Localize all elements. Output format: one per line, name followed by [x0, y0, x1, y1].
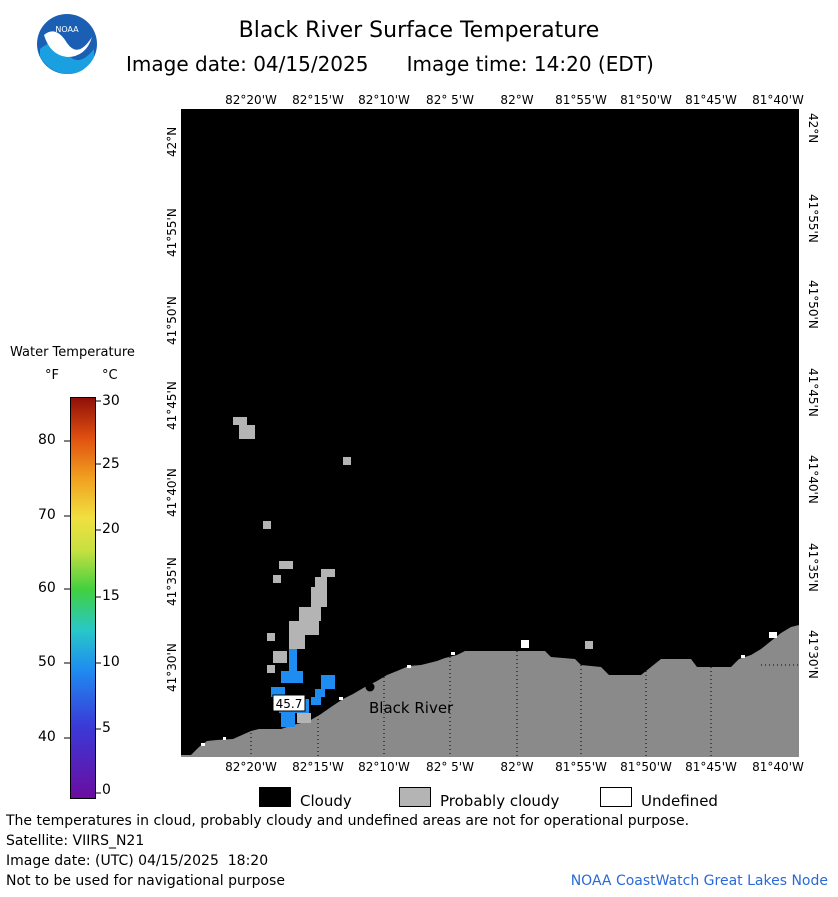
lat-label-right: 41°35'N — [806, 543, 820, 592]
lon-label-bottom: 82°20'W — [225, 760, 277, 774]
land-area — [181, 625, 799, 757]
noaa-logo-icon: NOAA — [36, 13, 98, 75]
lat-label-right: 41°55'N — [806, 194, 820, 243]
place-label: Black River — [369, 699, 454, 717]
colorbar-ticks — [64, 397, 70, 797]
lon-label-top: 81°55'W — [555, 93, 607, 107]
lat-label-right: 41°40'N — [806, 455, 820, 504]
colorbar-title: Water Temperature — [10, 345, 135, 360]
lon-label-top: 81°45'W — [685, 93, 737, 107]
lat-label-left: 41°50'N — [165, 296, 179, 345]
colorbar-unit-c: °C — [102, 368, 118, 383]
lon-label-top: 82°W — [500, 93, 534, 107]
footer-nav-warning: Not to be used for navigational purpose — [6, 873, 285, 889]
lon-label-bottom: 82° 5'W — [426, 760, 474, 774]
temp-readout: 45.7 — [276, 697, 303, 711]
footer-utc-date: Image date: (UTC) 04/15/2025 18:20 — [6, 853, 269, 869]
lon-label-top: 82°15'W — [292, 93, 344, 107]
colorbar — [70, 397, 96, 799]
colorbar-f-tick: 70 — [38, 507, 56, 523]
lat-label-left: 41°40'N — [165, 468, 179, 517]
lat-label-right: 41°45'N — [806, 368, 820, 417]
lon-label-bottom: 81°55'W — [555, 760, 607, 774]
lon-label-bottom: 81°40'W — [752, 760, 804, 774]
lon-label-top: 82° 5'W — [426, 93, 474, 107]
lat-label-left: 41°30'N — [165, 643, 179, 692]
lon-label-top: 81°40'W — [752, 93, 804, 107]
colorbar-c-tick: 10 — [102, 654, 120, 670]
lat-label-left: 41°45'N — [165, 381, 179, 430]
legend-undefined-label: Undefined — [641, 792, 718, 810]
colorbar-c-tick: 20 — [102, 521, 120, 537]
lon-label-bottom: 82°10'W — [358, 760, 410, 774]
black-river-marker — [365, 682, 375, 692]
colorbar-ticks — [95, 397, 101, 797]
lon-label-bottom: 81°50'W — [620, 760, 672, 774]
lat-label-right: 42°N — [806, 113, 820, 144]
lon-label-top: 82°20'W — [225, 93, 277, 107]
lon-label-top: 82°10'W — [358, 93, 410, 107]
colorbar-c-tick: 25 — [102, 456, 120, 472]
lon-label-bottom: 82°W — [500, 760, 534, 774]
colorbar-c-tick: 5 — [102, 720, 111, 736]
legend-undefined-swatch — [600, 787, 632, 807]
legend-probably-cloudy-label: Probably cloudy — [440, 792, 560, 810]
colorbar-c-tick: 15 — [102, 588, 120, 604]
colorbar-f-tick: 50 — [38, 654, 56, 670]
legend-cloudy-label: Cloudy — [300, 792, 352, 810]
colorbar-c-tick: 30 — [102, 393, 120, 409]
lon-label-top: 81°50'W — [620, 93, 672, 107]
colorbar-unit-f: °F — [45, 368, 59, 383]
credit-link[interactable]: NOAA CoastWatch Great Lakes Node — [570, 873, 828, 889]
footer-satellite: Satellite: VIIRS_N21 — [6, 833, 145, 849]
colorbar-f-tick: 80 — [38, 432, 56, 448]
legend-probably-cloudy-swatch — [399, 787, 431, 807]
colorbar-f-tick: 60 — [38, 580, 56, 596]
page-title: Black River Surface Temperature — [238, 18, 600, 43]
legend-cloudy-swatch — [259, 787, 291, 807]
lat-label-left: 41°55'N — [165, 208, 179, 257]
lat-label-left: 42°N — [165, 126, 179, 157]
footer-note: The temperatures in cloud, probably clou… — [6, 813, 690, 829]
image-date: Image date: 04/15/2025 — [126, 52, 369, 76]
lat-label-right: 41°30'N — [806, 630, 820, 679]
probably-cloudy-area — [233, 417, 593, 723]
colorbar-c-tick: 0 — [102, 782, 111, 798]
lat-label-right: 41°50'N — [806, 280, 820, 329]
lon-label-bottom: 81°45'W — [685, 760, 737, 774]
colorbar-f-tick: 40 — [38, 729, 56, 745]
map-panel: 45.7 Black River — [181, 109, 799, 757]
image-time: Image time: 14:20 (EDT) — [406, 52, 654, 76]
svg-text:NOAA: NOAA — [55, 25, 79, 34]
image-date-time: Image date: 04/15/2025 Image time: 14:20… — [126, 52, 654, 76]
cloudy-area — [181, 109, 799, 757]
lon-label-bottom: 82°15'W — [292, 760, 344, 774]
lat-label-left: 41°35'N — [165, 557, 179, 606]
